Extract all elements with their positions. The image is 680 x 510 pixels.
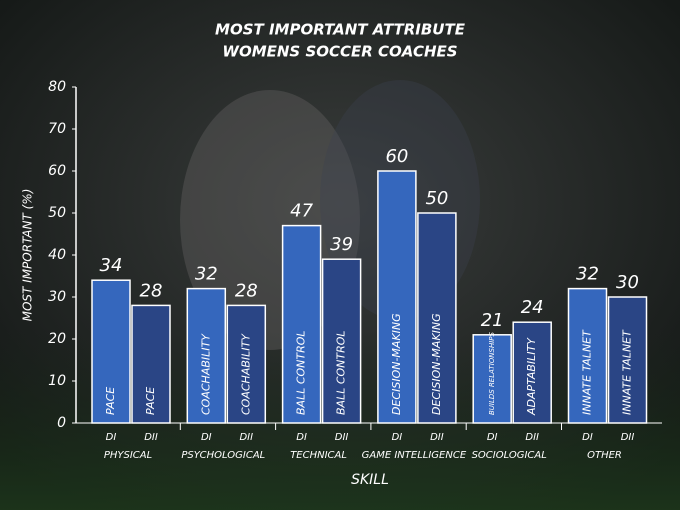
value-label: 39: [330, 234, 353, 255]
x-group-label: GAME INTELLIGENCE: [362, 450, 467, 461]
bar: [281, 224, 322, 424]
bar: [186, 287, 227, 424]
value-label: 50: [425, 188, 448, 209]
value-label: 32: [195, 264, 218, 285]
series-label: DII: [144, 432, 158, 443]
bar-label: PACE: [104, 387, 117, 415]
series-label: DII: [335, 432, 349, 443]
x-group-label: TECHNICAL: [290, 450, 347, 461]
series-label: DI: [201, 432, 212, 443]
bar: [607, 296, 648, 424]
bar-label: INNATE TALNET: [581, 329, 594, 415]
series-label: DI: [582, 432, 593, 443]
x-axis-label: SKILL: [351, 472, 389, 488]
y-tick-label: 40: [48, 247, 66, 263]
bar-label: PACE: [144, 387, 157, 415]
bar: [91, 279, 131, 424]
y-tick-label: 10: [48, 373, 66, 389]
bar-label: BALL CONTROL: [295, 330, 308, 415]
y-tick-label: 70: [48, 121, 66, 137]
series-label: DI: [106, 432, 117, 443]
bar: [321, 258, 362, 424]
bar: [417, 212, 457, 424]
bar-label: DECISION-MAKING: [430, 313, 443, 415]
series-label: DII: [239, 432, 253, 443]
series-label: DII: [430, 432, 444, 443]
bar: [472, 334, 512, 424]
series-label: DII: [621, 432, 635, 443]
y-tick-label: 20: [48, 331, 66, 347]
y-tick-label: 50: [48, 205, 66, 221]
bar-label: BUILDS RELATIONSHIPS: [488, 332, 496, 415]
bar-label: BALL CONTROL: [335, 330, 348, 415]
bar: [512, 321, 552, 424]
value-label: 24: [521, 297, 544, 318]
bar: [567, 287, 608, 424]
x-group-label: OTHER: [587, 450, 622, 461]
bar-label: COACHABILITY: [199, 333, 212, 415]
value-label: 30: [616, 272, 639, 293]
x-group-label: PHYSICAL: [104, 450, 152, 461]
chart-title: MOST IMPORTANT ATTRIBUTE: [215, 21, 466, 39]
chart-subtitle: WOMENS SOCCER COACHES: [222, 43, 457, 61]
bar: [377, 170, 417, 424]
bar-label: INNATE TALNET: [621, 329, 634, 415]
y-tick-label: 30: [48, 289, 66, 305]
value-label: 21: [481, 310, 504, 331]
bar: [131, 304, 171, 424]
series-label: DI: [296, 432, 307, 443]
y-tick-label: 60: [48, 163, 66, 179]
y-tick-label: 0: [57, 415, 66, 431]
value-label: 28: [235, 280, 258, 301]
y-axis-label: MOST IMPORTANT (%): [21, 189, 35, 322]
series-label: DI: [487, 432, 498, 443]
series-label: DI: [392, 432, 403, 443]
bar: [226, 304, 267, 424]
x-group-label: PSYCHOLOGICAL: [181, 450, 265, 461]
value-label: 32: [576, 264, 599, 285]
bar-label: DECISION-MAKING: [390, 313, 403, 415]
value-label: 47: [290, 201, 313, 222]
y-tick-label: 80: [48, 79, 66, 95]
value-label: 28: [140, 280, 163, 301]
value-label: 60: [385, 146, 408, 167]
value-label: 34: [100, 255, 123, 276]
series-label: DII: [525, 432, 539, 443]
x-group-label: SOCIOLOGICAL: [472, 450, 547, 461]
bar-label: COACHABILITY: [239, 333, 252, 415]
bar-label: ADAPTABILITY: [525, 337, 538, 416]
